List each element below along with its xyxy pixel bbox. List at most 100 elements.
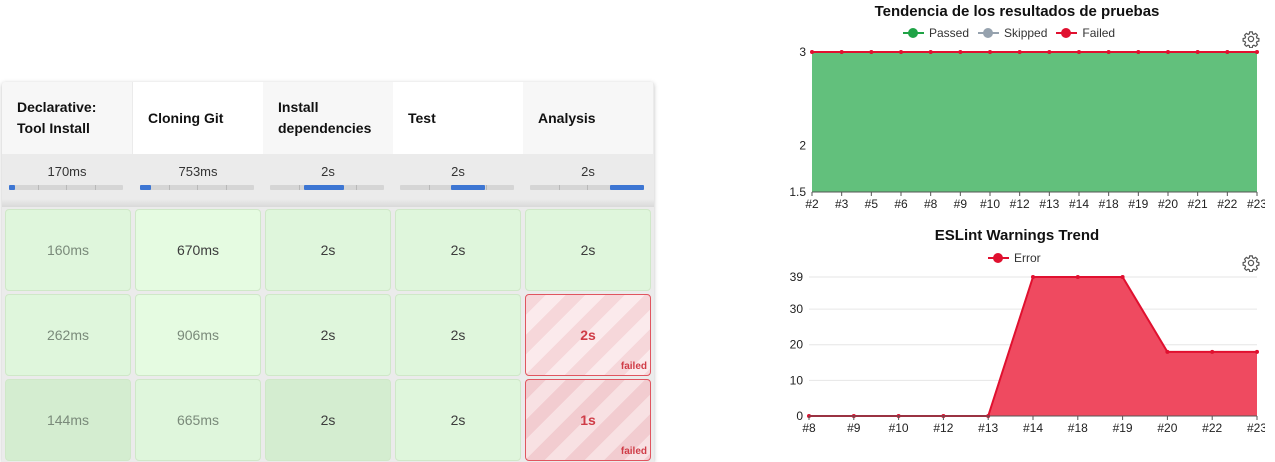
legend-item[interactable]: Error [988,251,1041,265]
y-tick-label: 1.5 [790,185,806,199]
stage-cell-time: 2s [320,327,336,343]
stage-cell-status: failed [620,361,647,372]
stage-average-fill [140,185,152,190]
stage-cell[interactable]: 2s [395,379,521,461]
stage-cell[interactable]: 262ms [5,294,131,376]
x-tick-label: #14 [1023,421,1043,435]
data-point [810,50,814,54]
stage-cell[interactable]: 2s [265,294,391,376]
data-point [1165,349,1170,354]
stage-cell-failed[interactable]: 1s failed [525,379,651,461]
legend-label: Passed [929,26,970,40]
data-point [869,50,874,54]
x-tick-label: #6 [894,197,908,211]
stage-cell[interactable]: 906ms [135,294,261,376]
data-point [1136,50,1141,54]
stage-average: 2s [263,154,393,204]
stage-average-bar [270,185,384,190]
stage-cell-time: 670ms [176,242,220,258]
stage-average-time: 2s [321,164,335,179]
stage-average-bar [530,185,644,190]
legend-item[interactable]: Failed [1056,26,1115,40]
x-tick-label: #19 [1113,421,1133,435]
legend-label: Skipped [1004,26,1048,40]
data-point [1166,50,1170,54]
series-area-error [809,277,1257,416]
stage-cell[interactable]: 160ms [5,209,131,291]
stage-average-bar [9,185,123,190]
data-point [1255,349,1259,354]
stage-cell-time: 2s [580,242,596,258]
eslint-trend-chart[interactable]: 0 10 20 30 39 #8 #9 #10 #12 #13 #14 #18 #19 #20 #22 #23 [790,262,1265,452]
x-tick-label: #3 [835,197,849,211]
test-trend-chart[interactable]: 1.5 2 3 #2 #3 #5 #6 #8 #9 #10 #12 #13 #14 #18 #19 #20 #2… [790,30,1265,220]
stage-average: 2s [523,154,653,204]
stage-cell[interactable]: 2s [265,209,391,291]
stage-average-fill [9,185,15,190]
stage-cell-time: 665ms [176,412,220,428]
stage-cell[interactable]: 2s [525,209,651,291]
gear-icon[interactable] [1242,254,1260,273]
stage-average-bar [140,185,254,190]
data-point [1031,275,1035,279]
x-tick-label: #20 [1158,197,1178,211]
stage-header: Analysis [523,82,653,154]
y-tick-label: 3 [799,45,806,59]
data-point [1255,50,1259,54]
stage-cell[interactable]: 144ms [5,379,131,461]
x-tick-label: #12 [1010,197,1030,211]
stage-average-time: 170ms [47,164,87,179]
y-tick-label: 39 [790,270,803,284]
stage-cell-time: 2s [580,327,596,343]
x-tick-label: #18 [1068,421,1088,435]
stage-cell-time: 144ms [46,412,90,428]
x-tick-label: #5 [865,197,879,211]
data-point [1120,275,1125,279]
x-tick-label: #9 [954,197,968,211]
legend-item[interactable]: Skipped [978,26,1047,40]
y-tick-label: 30 [790,302,803,316]
stage-cell[interactable]: 670ms [135,209,261,291]
stage-cell[interactable]: 2s [265,379,391,461]
stage-average-fill [451,185,486,190]
x-tick-label: #23 [1247,197,1265,211]
eslint-chart-title: ESLint Warnings Trend [934,227,1100,244]
x-tick-label: #20 [1157,421,1177,435]
stage-cell-time: 1s [580,412,596,428]
stage-cell-time: 262ms [46,327,90,343]
x-tick-label: #12 [933,421,953,435]
x-tick-label: #14 [1069,197,1089,211]
stage-cell-time: 2s [450,412,466,428]
stage-view-table: Declarative: Tool Install 170ms Cloning Gi… [2,82,654,462]
x-tick-label: #13 [978,421,998,435]
stage-cell-failed[interactable]: 2s failed [525,294,651,376]
stage-cell[interactable]: 665ms [135,379,261,461]
data-point [1077,50,1081,54]
y-tick-label: 10 [790,373,803,387]
series-area-passed [812,52,1257,192]
x-tick-label: #8 [924,197,938,211]
data-point [1017,50,1022,54]
x-tick-label: #2 [805,197,819,211]
data-point [899,50,903,54]
eslint-legend: Error [988,251,1050,265]
data-point [928,50,933,54]
stage-average: 2s [393,154,523,204]
stage-cell-status: failed [620,446,647,457]
stage-cell[interactable]: 2s [395,209,521,291]
data-point [1047,50,1052,54]
stage-average-time: 2s [451,164,465,179]
stage-average: 170ms [2,154,132,204]
gear-icon[interactable] [1242,30,1260,49]
stage-average-fill [609,185,644,190]
x-tick-label: #19 [1128,197,1148,211]
x-tick-label: #9 [847,421,861,435]
stage-cell-time: 2s [450,242,466,258]
legend-item[interactable]: Passed [903,26,969,40]
legend-label: Failed [1082,26,1116,40]
stage-average-fill [304,185,345,190]
stage-average-bar [400,185,514,190]
test-trend-chart-title: Tendencia de los resultados de pruebas [874,3,1160,20]
stage-cell[interactable]: 2s [395,294,521,376]
x-tick-label: #13 [1039,197,1059,211]
